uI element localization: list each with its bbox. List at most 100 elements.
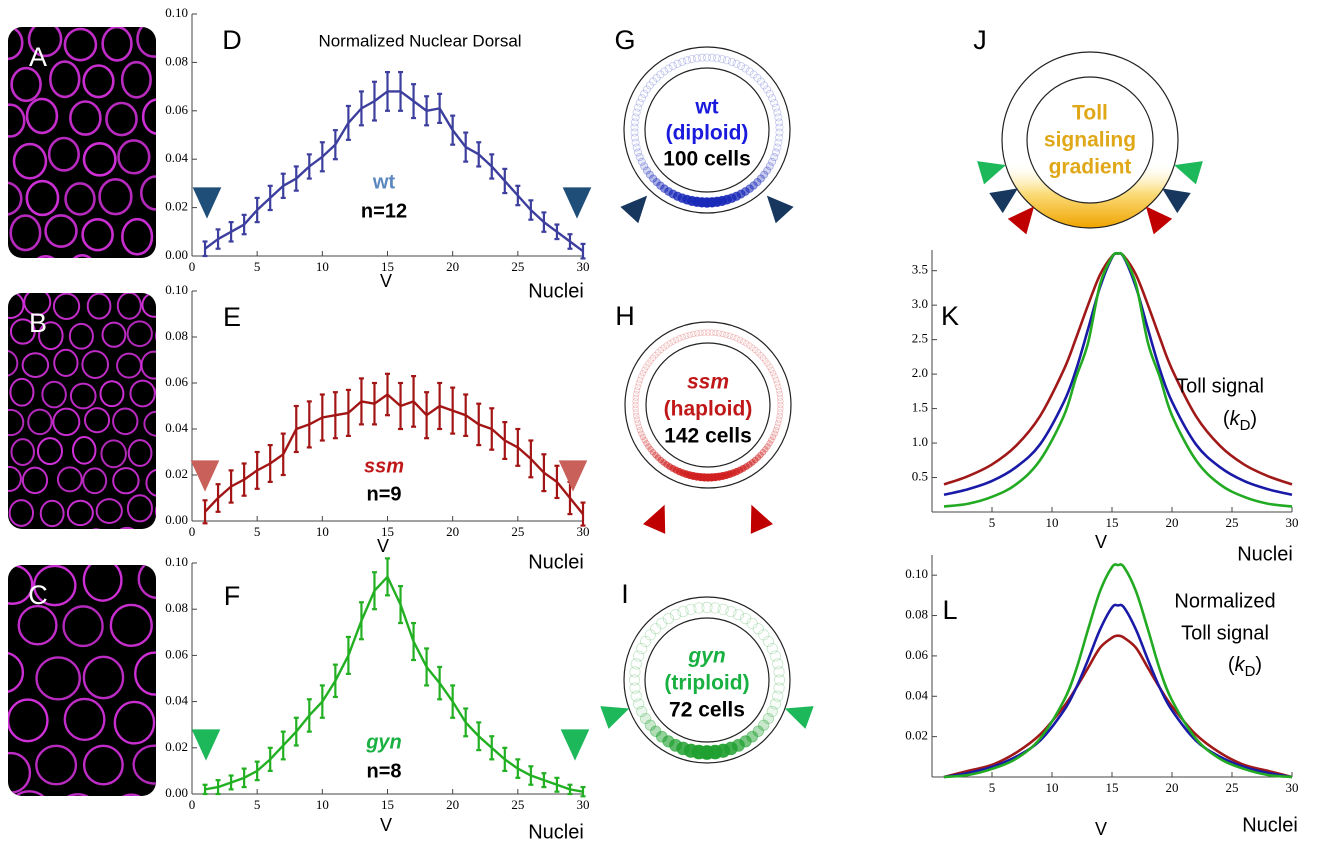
cell-marker <box>631 113 640 122</box>
cell-marker <box>645 170 654 179</box>
cell-marker <box>768 436 775 444</box>
error-bar <box>554 776 560 793</box>
cell <box>113 700 156 745</box>
cell-marker <box>630 690 642 702</box>
cell-marker <box>773 423 781 430</box>
cell-marker <box>768 366 775 374</box>
cell <box>142 525 156 529</box>
error-bar <box>437 92 443 125</box>
cell-marker <box>756 77 765 86</box>
x-tick-label: 5 <box>989 515 996 530</box>
cell-marker <box>775 123 784 132</box>
error-bar <box>385 557 390 597</box>
cell-marker <box>652 351 659 359</box>
x-tick-label: 15 <box>1106 515 1119 530</box>
cell-marker <box>774 138 783 147</box>
cell <box>71 436 97 465</box>
error-bar <box>411 375 417 428</box>
cell <box>99 380 125 408</box>
cell-marker <box>774 383 782 391</box>
cell-marker <box>758 719 770 731</box>
k-label-part: ) <box>1250 408 1257 430</box>
error-bar <box>332 663 338 699</box>
diagram-label: 142 cells <box>664 425 752 448</box>
marker-triangle <box>643 504 666 534</box>
cell-marker <box>632 698 645 710</box>
error-bar <box>332 391 338 440</box>
cell-marker <box>634 103 643 112</box>
error-bar <box>371 381 377 426</box>
cell-marker <box>776 394 784 401</box>
cell-marker <box>645 360 652 367</box>
y-tick-label: 2.5 <box>912 331 928 346</box>
cell-marker <box>641 436 648 444</box>
cell <box>35 744 78 786</box>
cell-marker <box>701 329 708 336</box>
cell <box>137 565 156 600</box>
cell-marker <box>649 77 658 86</box>
cell <box>12 142 48 180</box>
series-line <box>943 251 1293 497</box>
cell-marker <box>640 712 652 725</box>
annotation: Toll signal <box>1181 622 1269 644</box>
cell <box>47 136 80 172</box>
cell <box>41 380 67 409</box>
error-bar <box>541 211 547 233</box>
marker-triangle <box>750 504 773 534</box>
error-bar <box>306 400 312 449</box>
error-bar <box>489 153 495 180</box>
error-bar <box>489 407 495 451</box>
error-bar <box>528 439 534 479</box>
cell <box>120 60 152 99</box>
x-tick-label: 30 <box>577 524 590 539</box>
cell <box>66 254 98 258</box>
cell-marker <box>634 383 642 391</box>
cell <box>132 744 156 785</box>
panel-letter: D <box>222 25 242 55</box>
error-bar <box>580 242 586 260</box>
panel-letter: L <box>942 595 957 625</box>
marker-triangle <box>977 161 1006 185</box>
cell-marker <box>769 650 782 662</box>
cell-marker <box>764 443 771 450</box>
cell-marker <box>759 354 767 361</box>
marker-triangle <box>562 187 592 219</box>
x-tick-label: 0 <box>189 797 196 812</box>
y-tick-label: 0.06 <box>165 374 188 389</box>
cell-marker <box>708 329 715 336</box>
cell <box>8 252 21 258</box>
cell-marker <box>697 329 704 337</box>
cell-marker <box>770 98 779 107</box>
y-tick-label: 0.06 <box>905 647 928 662</box>
cell <box>103 260 134 293</box>
error-bar <box>215 228 221 250</box>
cell <box>8 408 25 437</box>
cell-marker <box>683 332 690 340</box>
y-tick-label: 0.04 <box>165 420 188 435</box>
cell-marker <box>752 725 764 737</box>
annotation: n=8 <box>366 760 401 782</box>
cell <box>86 293 112 320</box>
cell <box>52 407 81 437</box>
cell-marker <box>654 349 662 356</box>
diagram-label: ssm <box>687 371 729 394</box>
cell <box>63 697 106 742</box>
cell <box>53 528 81 529</box>
cell <box>8 698 49 743</box>
cell-marker <box>769 433 777 441</box>
cell <box>10 66 42 103</box>
error-bar <box>567 783 573 796</box>
cell <box>9 377 35 407</box>
cell <box>98 178 133 216</box>
cell-marker <box>636 642 648 655</box>
x-axis-label: Nuclei <box>1242 814 1298 836</box>
cell-marker <box>635 98 644 107</box>
cell <box>8 103 26 138</box>
cell-marker <box>772 690 784 702</box>
cell-marker <box>737 61 746 70</box>
cell-marker <box>770 153 779 162</box>
error-bar <box>345 388 351 437</box>
panel-letter: E <box>223 302 241 332</box>
error-bar <box>332 129 338 161</box>
cell <box>68 322 94 350</box>
